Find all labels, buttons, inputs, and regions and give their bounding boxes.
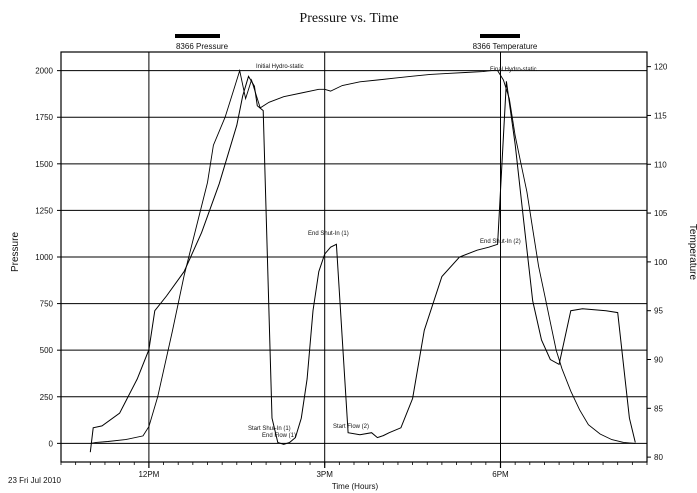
- grid: [61, 52, 647, 462]
- legend-label-temperature: 8366 Temperature: [473, 42, 538, 51]
- pressure-series-line: [90, 68, 636, 444]
- y-tick-label-right: 100: [654, 258, 668, 267]
- x-axis-label: Time (Hours): [332, 482, 379, 491]
- legend-label-pressure: 8366 Pressure: [176, 42, 229, 51]
- x-tick-label: 3PM: [316, 470, 333, 479]
- y-tick-label-right: 85: [654, 404, 663, 413]
- annotation-start-flow-2: Start Flow (2): [333, 424, 369, 430]
- annotation-end-shut-in-1: End Shut-In (1): [308, 231, 349, 237]
- annotation-initial-hydrostatic: Initial Hydro-static: [256, 64, 304, 70]
- legend: 8366 Pressure 8366 Temperature: [175, 34, 538, 51]
- y-tick-label-left: 2000: [35, 67, 53, 76]
- chart-title: Pressure vs. Time: [299, 11, 398, 26]
- y-tick-label-left: 1000: [35, 253, 53, 262]
- y-tick-label-left: 750: [40, 300, 54, 309]
- y-axis-left-ticks: 0 250 500 750 1000 1250 1500 1750 2000: [35, 67, 61, 448]
- x-axis-ticks: 12PM 3PM 6PM: [60, 462, 648, 479]
- y-axis-label-right: Temperature: [687, 224, 697, 281]
- y-tick-label-left: 1500: [35, 160, 53, 169]
- y-axis-label-left: Pressure: [10, 232, 21, 272]
- annotation-end-flow-1: End Flow (1): [262, 433, 296, 439]
- y-tick-label-right: 80: [654, 453, 663, 462]
- y-tick-label-right: 110: [654, 160, 667, 169]
- y-tick-label-right: 120: [654, 63, 668, 72]
- y-axis-right-ticks: 80 85 90 95 100 105 110 115 120: [647, 63, 668, 462]
- annotations: Initial Hydro-static Final Hydro-static …: [248, 64, 537, 439]
- annotation-final-hydrostatic: Final Hydro-static: [490, 67, 537, 73]
- x-tick-label: 12PM: [138, 470, 159, 479]
- temperature-series-line: [89, 75, 636, 453]
- y-tick-label-right: 115: [654, 111, 667, 120]
- y-tick-label-right: 105: [654, 209, 668, 218]
- y-tick-label-left: 500: [40, 346, 54, 355]
- annotation-end-shut-in-2: End Shut-In (2): [480, 239, 521, 245]
- x-tick-label: 6PM: [492, 470, 509, 479]
- y-tick-label-left: 1750: [35, 113, 53, 122]
- y-tick-label-left: 250: [40, 393, 54, 402]
- series-layer: [89, 68, 636, 453]
- footer-date: 23 Fri Jul 2010: [8, 476, 61, 485]
- y-tick-label-left: 1250: [35, 206, 53, 215]
- y-tick-label-right: 90: [654, 356, 663, 365]
- y-tick-label-left: 0: [49, 439, 54, 448]
- annotation-start-shut-in-1: Start Shut-In (1): [248, 426, 291, 432]
- y-tick-label-right: 95: [654, 307, 663, 316]
